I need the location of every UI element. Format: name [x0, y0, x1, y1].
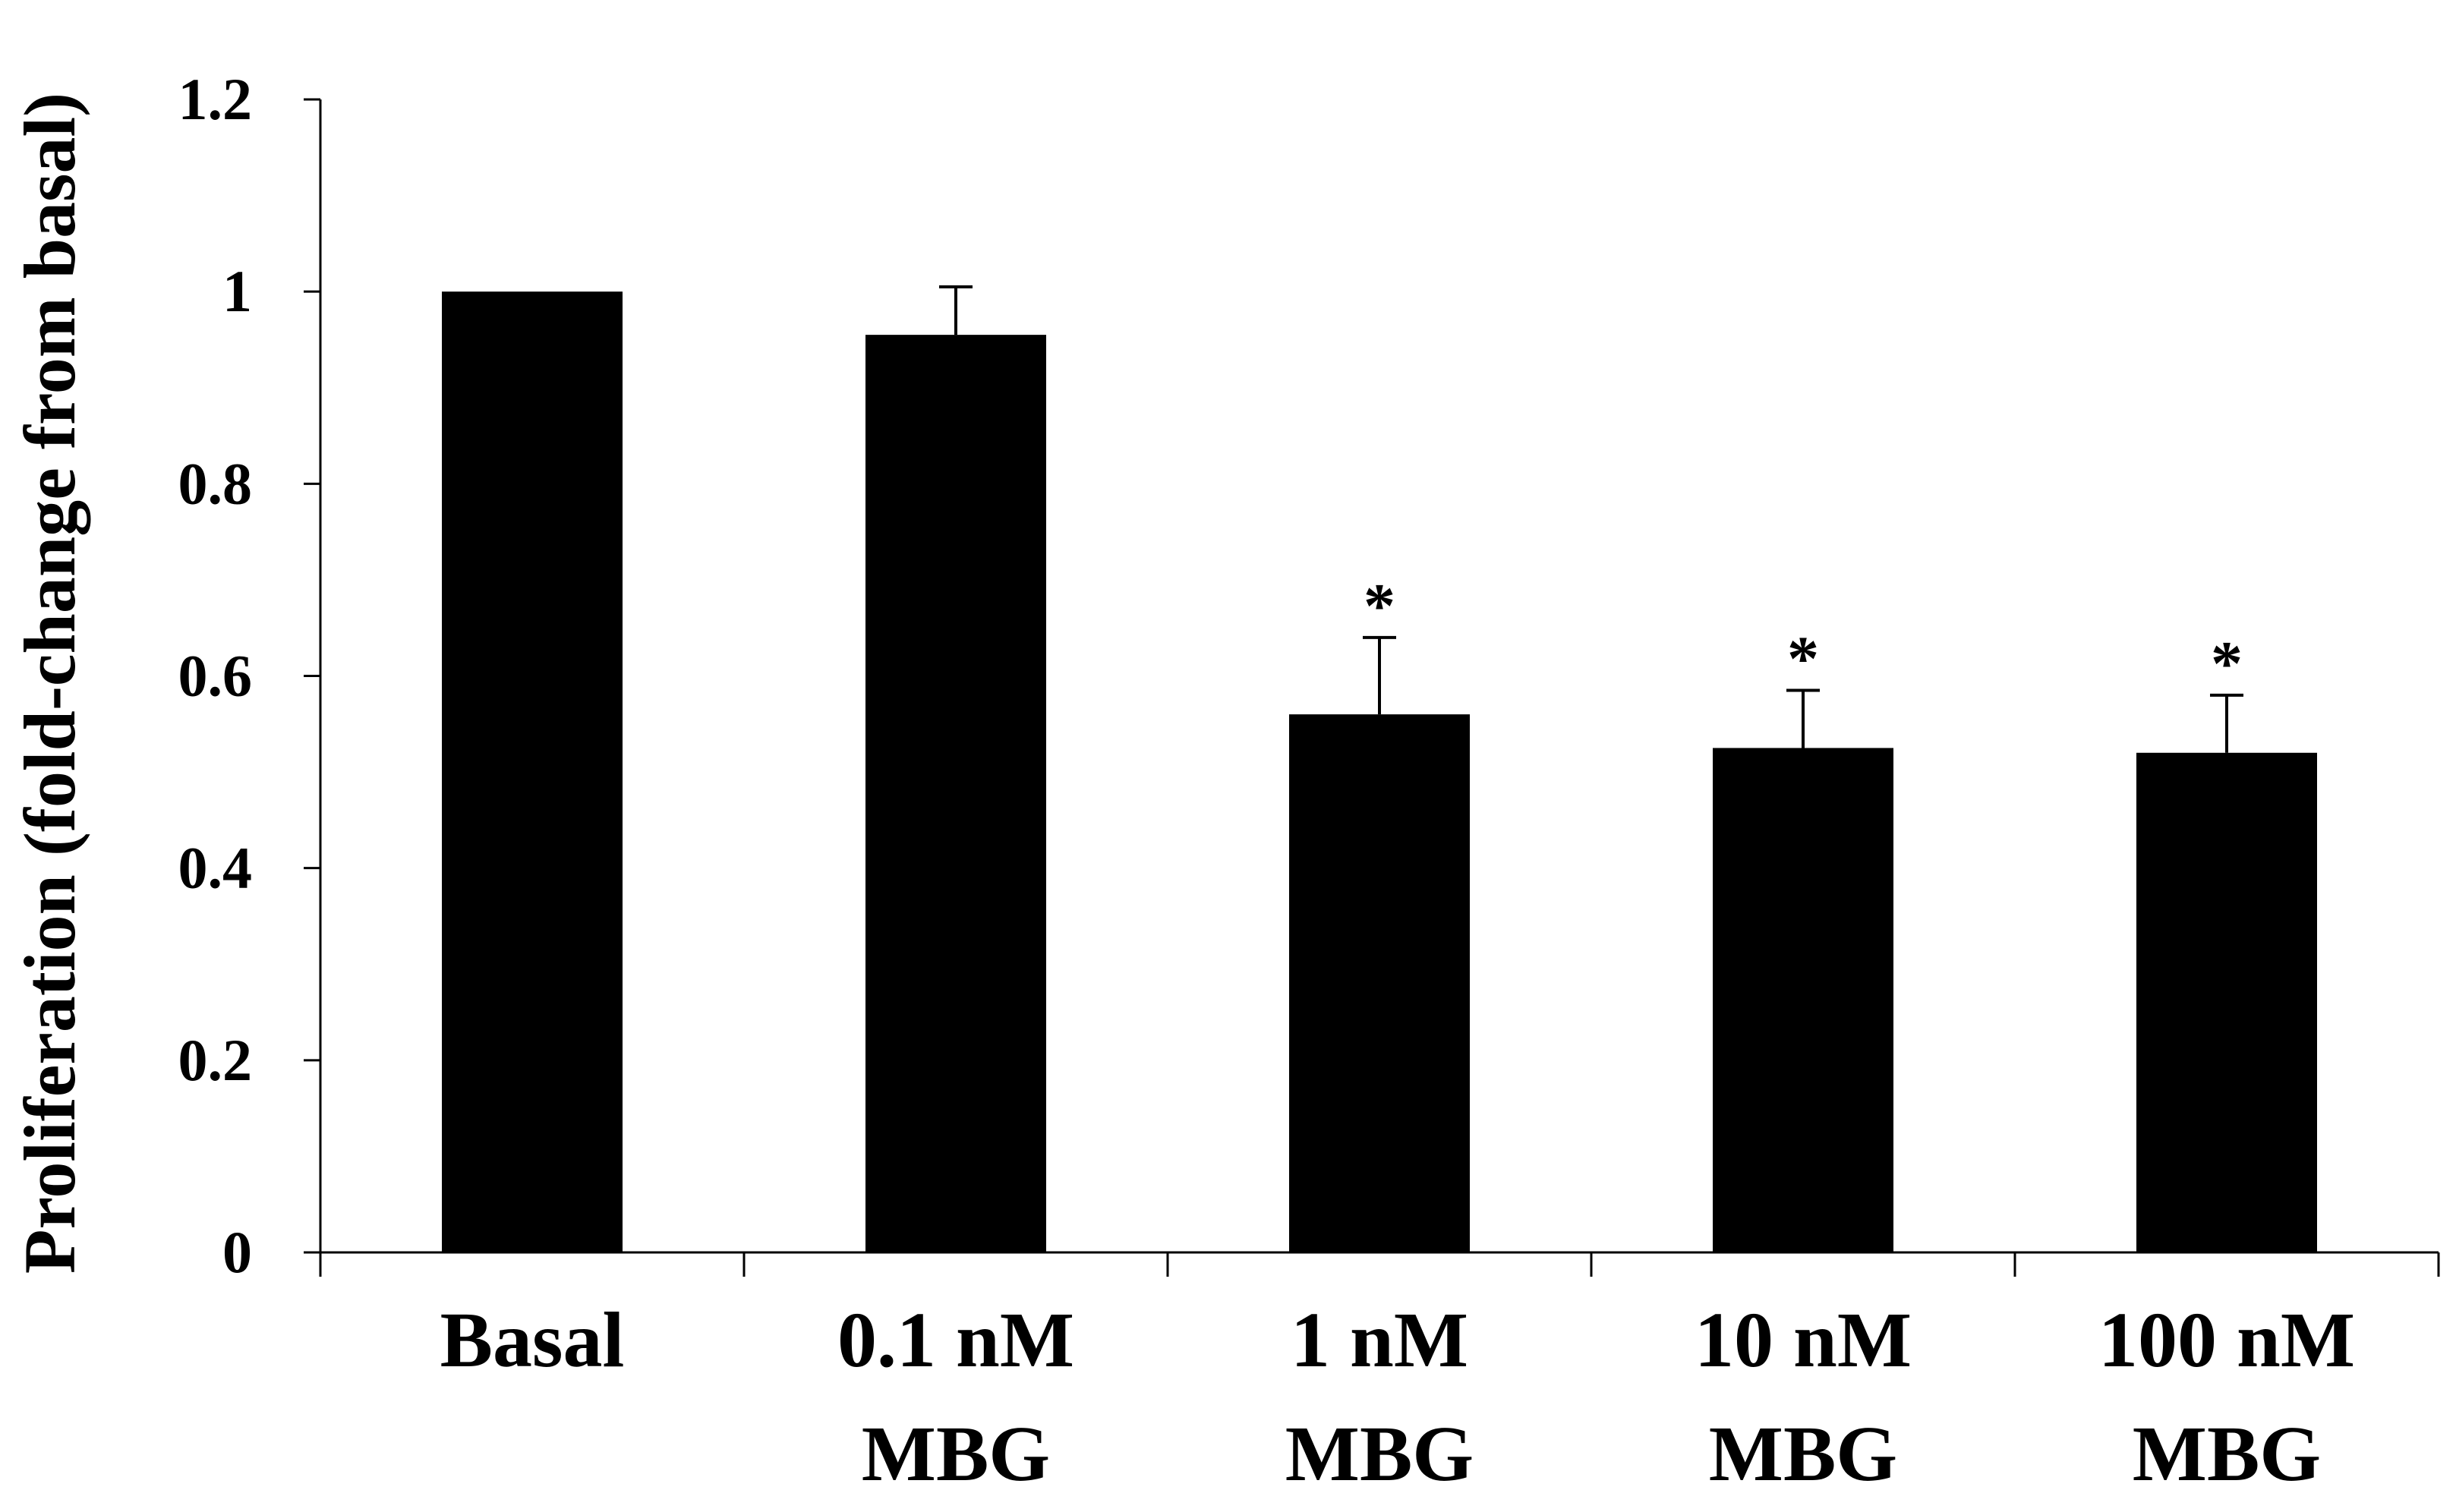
y-tick-label: 1	[222, 258, 252, 324]
y-axis-label: Proliferation (fold-change from basal)	[9, 93, 90, 1274]
significance-markers: * * *	[1364, 571, 2243, 699]
y-tick-label: 0.4	[178, 835, 253, 901]
x-category-label: MBG	[2133, 1410, 2321, 1498]
significance-star: *	[2211, 628, 2243, 699]
axes	[319, 99, 2440, 1277]
bar	[2136, 752, 2317, 1252]
y-tick-label: 1.2	[178, 66, 253, 132]
x-category-label: MBG	[862, 1410, 1050, 1498]
x-axis-labels: Basal 0.1 nM MBG 1 nM MBG 10 nM MBG 100 nM MBG	[440, 1296, 2355, 1498]
bar	[442, 291, 623, 1253]
x-category-label: MBG	[1709, 1410, 1897, 1498]
y-tick-label: 0.2	[178, 1027, 253, 1093]
error-bars	[939, 285, 2243, 753]
bar	[1289, 714, 1470, 1252]
x-category-label: 0.1 nM	[837, 1296, 1074, 1384]
significance-star: *	[1787, 623, 1819, 694]
x-category-label: MBG	[1285, 1410, 1474, 1498]
bar	[865, 335, 1046, 1253]
bar	[1713, 748, 1893, 1252]
bars	[442, 291, 2317, 1253]
y-tick-label: 0.8	[178, 450, 253, 516]
x-category-label: 100 nM	[2098, 1296, 2355, 1384]
y-tick-label: 0.6	[178, 643, 253, 709]
x-category-label: 1 nM	[1291, 1296, 1468, 1384]
x-category-label: Basal	[440, 1296, 625, 1384]
y-axis-ticks: 0 0.2 0.4 0.6 0.8 1 1.2	[178, 66, 320, 1285]
x-category-label: 10 nM	[1695, 1296, 1912, 1384]
y-tick-label: 0	[222, 1219, 252, 1285]
significance-star: *	[1364, 571, 1395, 641]
